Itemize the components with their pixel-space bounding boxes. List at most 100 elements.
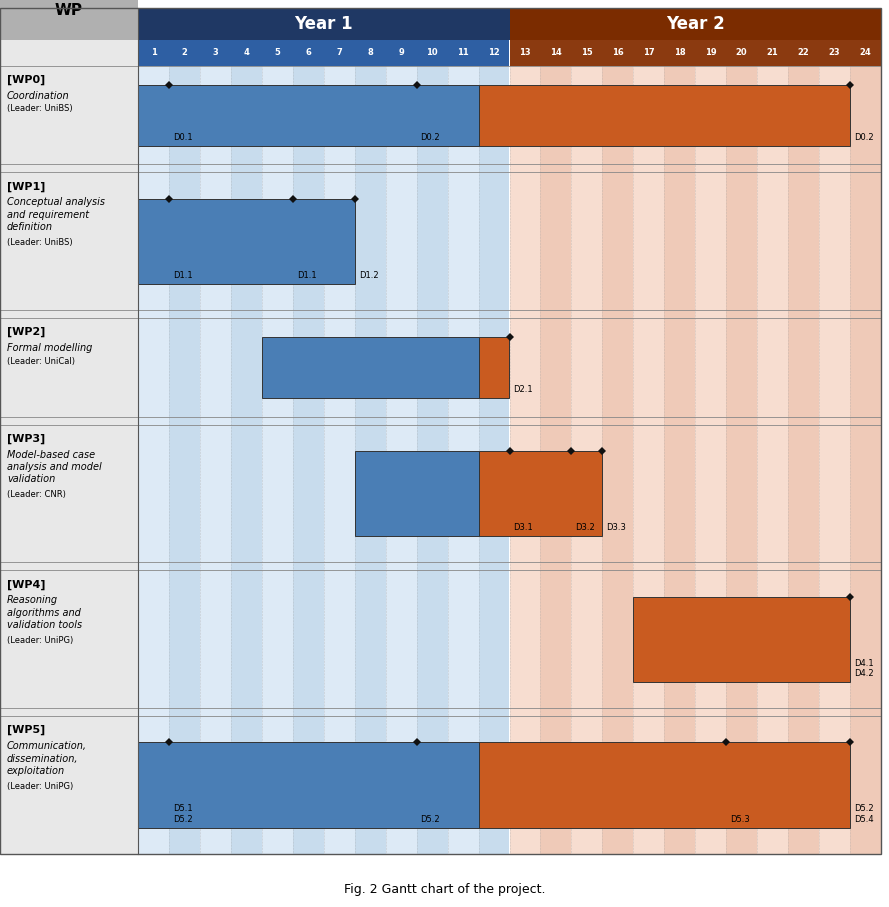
Text: (Leader: UniBS): (Leader: UniBS) bbox=[7, 238, 73, 247]
Bar bbox=[417, 40, 447, 66]
Bar bbox=[262, 336, 478, 398]
Text: 2: 2 bbox=[181, 48, 188, 57]
Text: D0.2: D0.2 bbox=[420, 132, 440, 141]
Text: [WP5]: [WP5] bbox=[7, 726, 45, 736]
Text: Coordination: Coordination bbox=[7, 91, 69, 101]
Text: 6: 6 bbox=[305, 48, 311, 57]
Bar bbox=[138, 84, 478, 146]
Text: 13: 13 bbox=[519, 48, 531, 57]
Text: D0.1: D0.1 bbox=[173, 132, 193, 141]
Bar bbox=[0, 424, 138, 562]
Bar bbox=[0, 0, 138, 40]
Bar bbox=[509, 8, 881, 40]
Text: 19: 19 bbox=[705, 48, 717, 57]
Bar bbox=[509, 40, 541, 66]
Text: D3.1: D3.1 bbox=[514, 523, 533, 532]
Text: (Leader: UniCal): (Leader: UniCal) bbox=[7, 356, 75, 366]
Text: 16: 16 bbox=[612, 48, 624, 57]
Bar bbox=[819, 40, 850, 66]
Text: D2.1: D2.1 bbox=[514, 385, 533, 394]
Text: 14: 14 bbox=[550, 48, 562, 57]
Bar bbox=[200, 66, 231, 854]
Text: [WP4]: [WP4] bbox=[7, 580, 45, 590]
Text: (Leader: CNR): (Leader: CNR) bbox=[7, 490, 66, 499]
Text: WP: WP bbox=[55, 4, 83, 18]
Text: Year 2: Year 2 bbox=[666, 15, 725, 33]
Bar bbox=[757, 40, 789, 66]
Text: 1: 1 bbox=[150, 48, 156, 57]
Text: 23: 23 bbox=[829, 48, 840, 57]
Bar bbox=[386, 40, 417, 66]
Bar bbox=[0, 66, 138, 164]
Text: 21: 21 bbox=[767, 48, 779, 57]
Text: D5.2: D5.2 bbox=[420, 814, 440, 824]
Text: 20: 20 bbox=[736, 48, 748, 57]
Text: D0.2: D0.2 bbox=[854, 132, 874, 141]
Bar bbox=[572, 66, 603, 854]
Bar bbox=[0, 172, 138, 310]
Bar bbox=[478, 40, 509, 66]
Text: [WP3]: [WP3] bbox=[7, 434, 45, 444]
Text: Fig. 2 Gantt chart of the project.: Fig. 2 Gantt chart of the project. bbox=[344, 883, 545, 895]
Text: 22: 22 bbox=[797, 48, 810, 57]
Bar bbox=[324, 66, 355, 854]
Text: [WP2]: [WP2] bbox=[7, 327, 45, 337]
Bar bbox=[231, 40, 262, 66]
Bar bbox=[633, 66, 664, 854]
Text: D5.2
D5.4: D5.2 D5.4 bbox=[854, 805, 874, 824]
Text: 18: 18 bbox=[674, 48, 685, 57]
Text: [WP1]: [WP1] bbox=[7, 181, 45, 191]
Text: (Leader: UniBS): (Leader: UniBS) bbox=[7, 104, 73, 113]
Bar bbox=[695, 40, 726, 66]
Text: 3: 3 bbox=[212, 48, 219, 57]
Text: D3.3: D3.3 bbox=[606, 523, 626, 532]
Text: D5.3: D5.3 bbox=[730, 814, 750, 824]
Text: D5.1
D5.2: D5.1 D5.2 bbox=[173, 805, 193, 824]
Bar bbox=[292, 66, 324, 854]
Bar bbox=[541, 40, 572, 66]
Text: Reasoning
algorithms and
validation tools: Reasoning algorithms and validation tool… bbox=[7, 595, 82, 630]
Text: D1.1: D1.1 bbox=[173, 271, 193, 280]
Bar bbox=[726, 40, 757, 66]
Bar bbox=[447, 66, 478, 854]
Bar bbox=[138, 66, 169, 854]
Bar bbox=[138, 40, 169, 66]
Text: Formal modelling: Formal modelling bbox=[7, 343, 92, 353]
Text: (Leader: UniPG): (Leader: UniPG) bbox=[7, 782, 73, 791]
Bar bbox=[757, 66, 789, 854]
Text: Communication,
dissemination,
exploitation: Communication, dissemination, exploitati… bbox=[7, 741, 87, 776]
Text: D4.1
D4.2: D4.1 D4.2 bbox=[854, 658, 874, 678]
Bar bbox=[664, 66, 695, 854]
Bar bbox=[355, 451, 478, 536]
Bar bbox=[262, 40, 292, 66]
Text: 11: 11 bbox=[457, 48, 469, 57]
Bar bbox=[819, 66, 850, 854]
Text: D3.2: D3.2 bbox=[575, 523, 595, 532]
Bar bbox=[633, 40, 664, 66]
Bar bbox=[478, 66, 509, 854]
Text: 8: 8 bbox=[367, 48, 373, 57]
Text: D1.2: D1.2 bbox=[358, 271, 379, 280]
Bar bbox=[541, 66, 572, 854]
Text: 17: 17 bbox=[643, 48, 654, 57]
Bar bbox=[169, 66, 200, 854]
Bar bbox=[850, 40, 881, 66]
Bar bbox=[138, 8, 509, 40]
Bar bbox=[726, 66, 757, 854]
Text: 24: 24 bbox=[860, 48, 871, 57]
Bar bbox=[262, 66, 292, 854]
Bar bbox=[0, 717, 138, 854]
Bar bbox=[0, 318, 138, 416]
Text: 7: 7 bbox=[336, 48, 342, 57]
Bar bbox=[603, 40, 633, 66]
Text: 10: 10 bbox=[427, 48, 438, 57]
Bar bbox=[0, 571, 138, 708]
Bar bbox=[386, 66, 417, 854]
Text: Model-based case
analysis and model
validation: Model-based case analysis and model vali… bbox=[7, 450, 101, 484]
Bar bbox=[417, 66, 447, 854]
Bar bbox=[664, 40, 695, 66]
Bar bbox=[572, 40, 603, 66]
Bar bbox=[447, 40, 478, 66]
Text: (Leader: UniPG): (Leader: UniPG) bbox=[7, 636, 73, 645]
Bar bbox=[789, 40, 819, 66]
